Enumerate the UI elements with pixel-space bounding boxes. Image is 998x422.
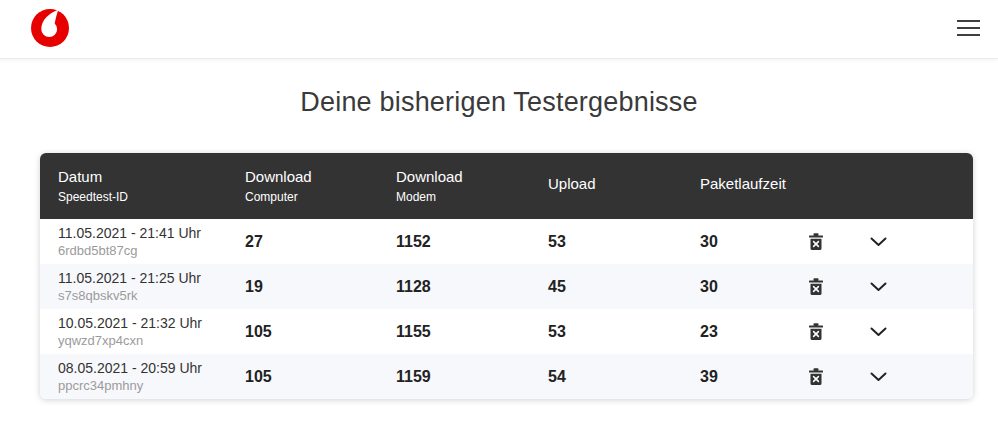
trash-icon <box>808 323 824 341</box>
expand-row-button[interactable] <box>866 278 891 296</box>
delete-result-button[interactable] <box>804 229 828 255</box>
trash-icon <box>808 368 824 386</box>
speedtest-id: 6rdbd5bt87cg <box>58 242 245 259</box>
upload-value: 53 <box>548 233 700 251</box>
test-date: 11.05.2021 - 21:41 Uhr <box>58 224 245 242</box>
expand-row-button[interactable] <box>866 368 891 386</box>
table-row: 08.05.2021 - 20:59 Uhr ppcrc34pmhny 105 … <box>40 354 973 399</box>
speedtest-id: ppcrc34pmhny <box>58 377 245 394</box>
table-row: 10.05.2021 - 21:32 Uhr yqwzd7xp4cxn 105 … <box>40 309 973 354</box>
chevron-down-icon <box>870 237 887 247</box>
download-modem-value: 1155 <box>396 323 548 341</box>
delete-result-button[interactable] <box>804 319 828 345</box>
date-cell: 11.05.2021 - 21:41 Uhr 6rdbd5bt87cg <box>40 224 245 259</box>
results-table: Datum Speedtest-ID Download Computer Dow… <box>40 153 973 399</box>
column-header-datum: Datum Speedtest-ID <box>40 168 245 205</box>
table-body: 11.05.2021 - 21:41 Uhr 6rdbd5bt87cg 27 1… <box>40 219 973 399</box>
date-cell: 11.05.2021 - 21:25 Uhr s7s8qbskv5rk <box>40 269 245 304</box>
chevron-down-icon <box>870 327 887 337</box>
date-cell: 10.05.2021 - 21:32 Uhr yqwzd7xp4cxn <box>40 314 245 349</box>
speedtest-id: s7s8qbskv5rk <box>58 287 245 304</box>
chevron-down-icon <box>870 282 887 292</box>
download-modem-value: 1128 <box>396 278 548 296</box>
download-computer-value: 105 <box>245 368 396 386</box>
download-modem-value: 1159 <box>396 368 548 386</box>
top-nav <box>0 0 998 59</box>
main-content: Deine bisherigen Testergebnisse Datum Sp… <box>0 88 998 399</box>
paketlaufzeit-value: 23 <box>700 323 796 341</box>
column-header-download-modem: Download Modem <box>396 168 548 205</box>
table-header: Datum Speedtest-ID Download Computer Dow… <box>40 153 973 219</box>
vodafone-logo[interactable] <box>31 9 69 47</box>
upload-value: 54 <box>548 368 700 386</box>
upload-value: 53 <box>548 323 700 341</box>
paketlaufzeit-value: 30 <box>700 233 796 251</box>
paketlaufzeit-value: 39 <box>700 368 796 386</box>
trash-icon <box>808 233 824 251</box>
menu-button[interactable] <box>952 14 984 42</box>
table-row: 11.05.2021 - 21:25 Uhr s7s8qbskv5rk 19 1… <box>40 264 973 309</box>
page-title: Deine bisherigen Testergebnisse <box>0 88 998 116</box>
download-computer-value: 105 <box>245 323 396 341</box>
expand-row-button[interactable] <box>866 323 891 341</box>
upload-value: 45 <box>548 278 700 296</box>
trash-icon <box>808 278 824 296</box>
test-date: 11.05.2021 - 21:25 Uhr <box>58 269 245 287</box>
delete-result-button[interactable] <box>804 274 828 300</box>
paketlaufzeit-value: 30 <box>700 278 796 296</box>
test-date: 08.05.2021 - 20:59 Uhr <box>58 359 245 377</box>
column-header-download-computer: Download Computer <box>245 168 396 205</box>
date-cell: 08.05.2021 - 20:59 Uhr ppcrc34pmhny <box>40 359 245 394</box>
delete-result-button[interactable] <box>804 364 828 390</box>
download-computer-value: 27 <box>245 233 396 251</box>
column-header-paketlaufzeit: Paketlaufzeit <box>700 175 796 197</box>
download-modem-value: 1152 <box>396 233 548 251</box>
table-row: 11.05.2021 - 21:41 Uhr 6rdbd5bt87cg 27 1… <box>40 219 973 264</box>
speedtest-id: yqwzd7xp4cxn <box>58 332 245 349</box>
download-computer-value: 19 <box>245 278 396 296</box>
expand-row-button[interactable] <box>866 233 891 251</box>
chevron-down-icon <box>870 372 887 382</box>
test-date: 10.05.2021 - 21:32 Uhr <box>58 314 245 332</box>
column-header-upload: Upload <box>548 175 700 197</box>
vodafone-speechmark-icon <box>31 9 69 47</box>
